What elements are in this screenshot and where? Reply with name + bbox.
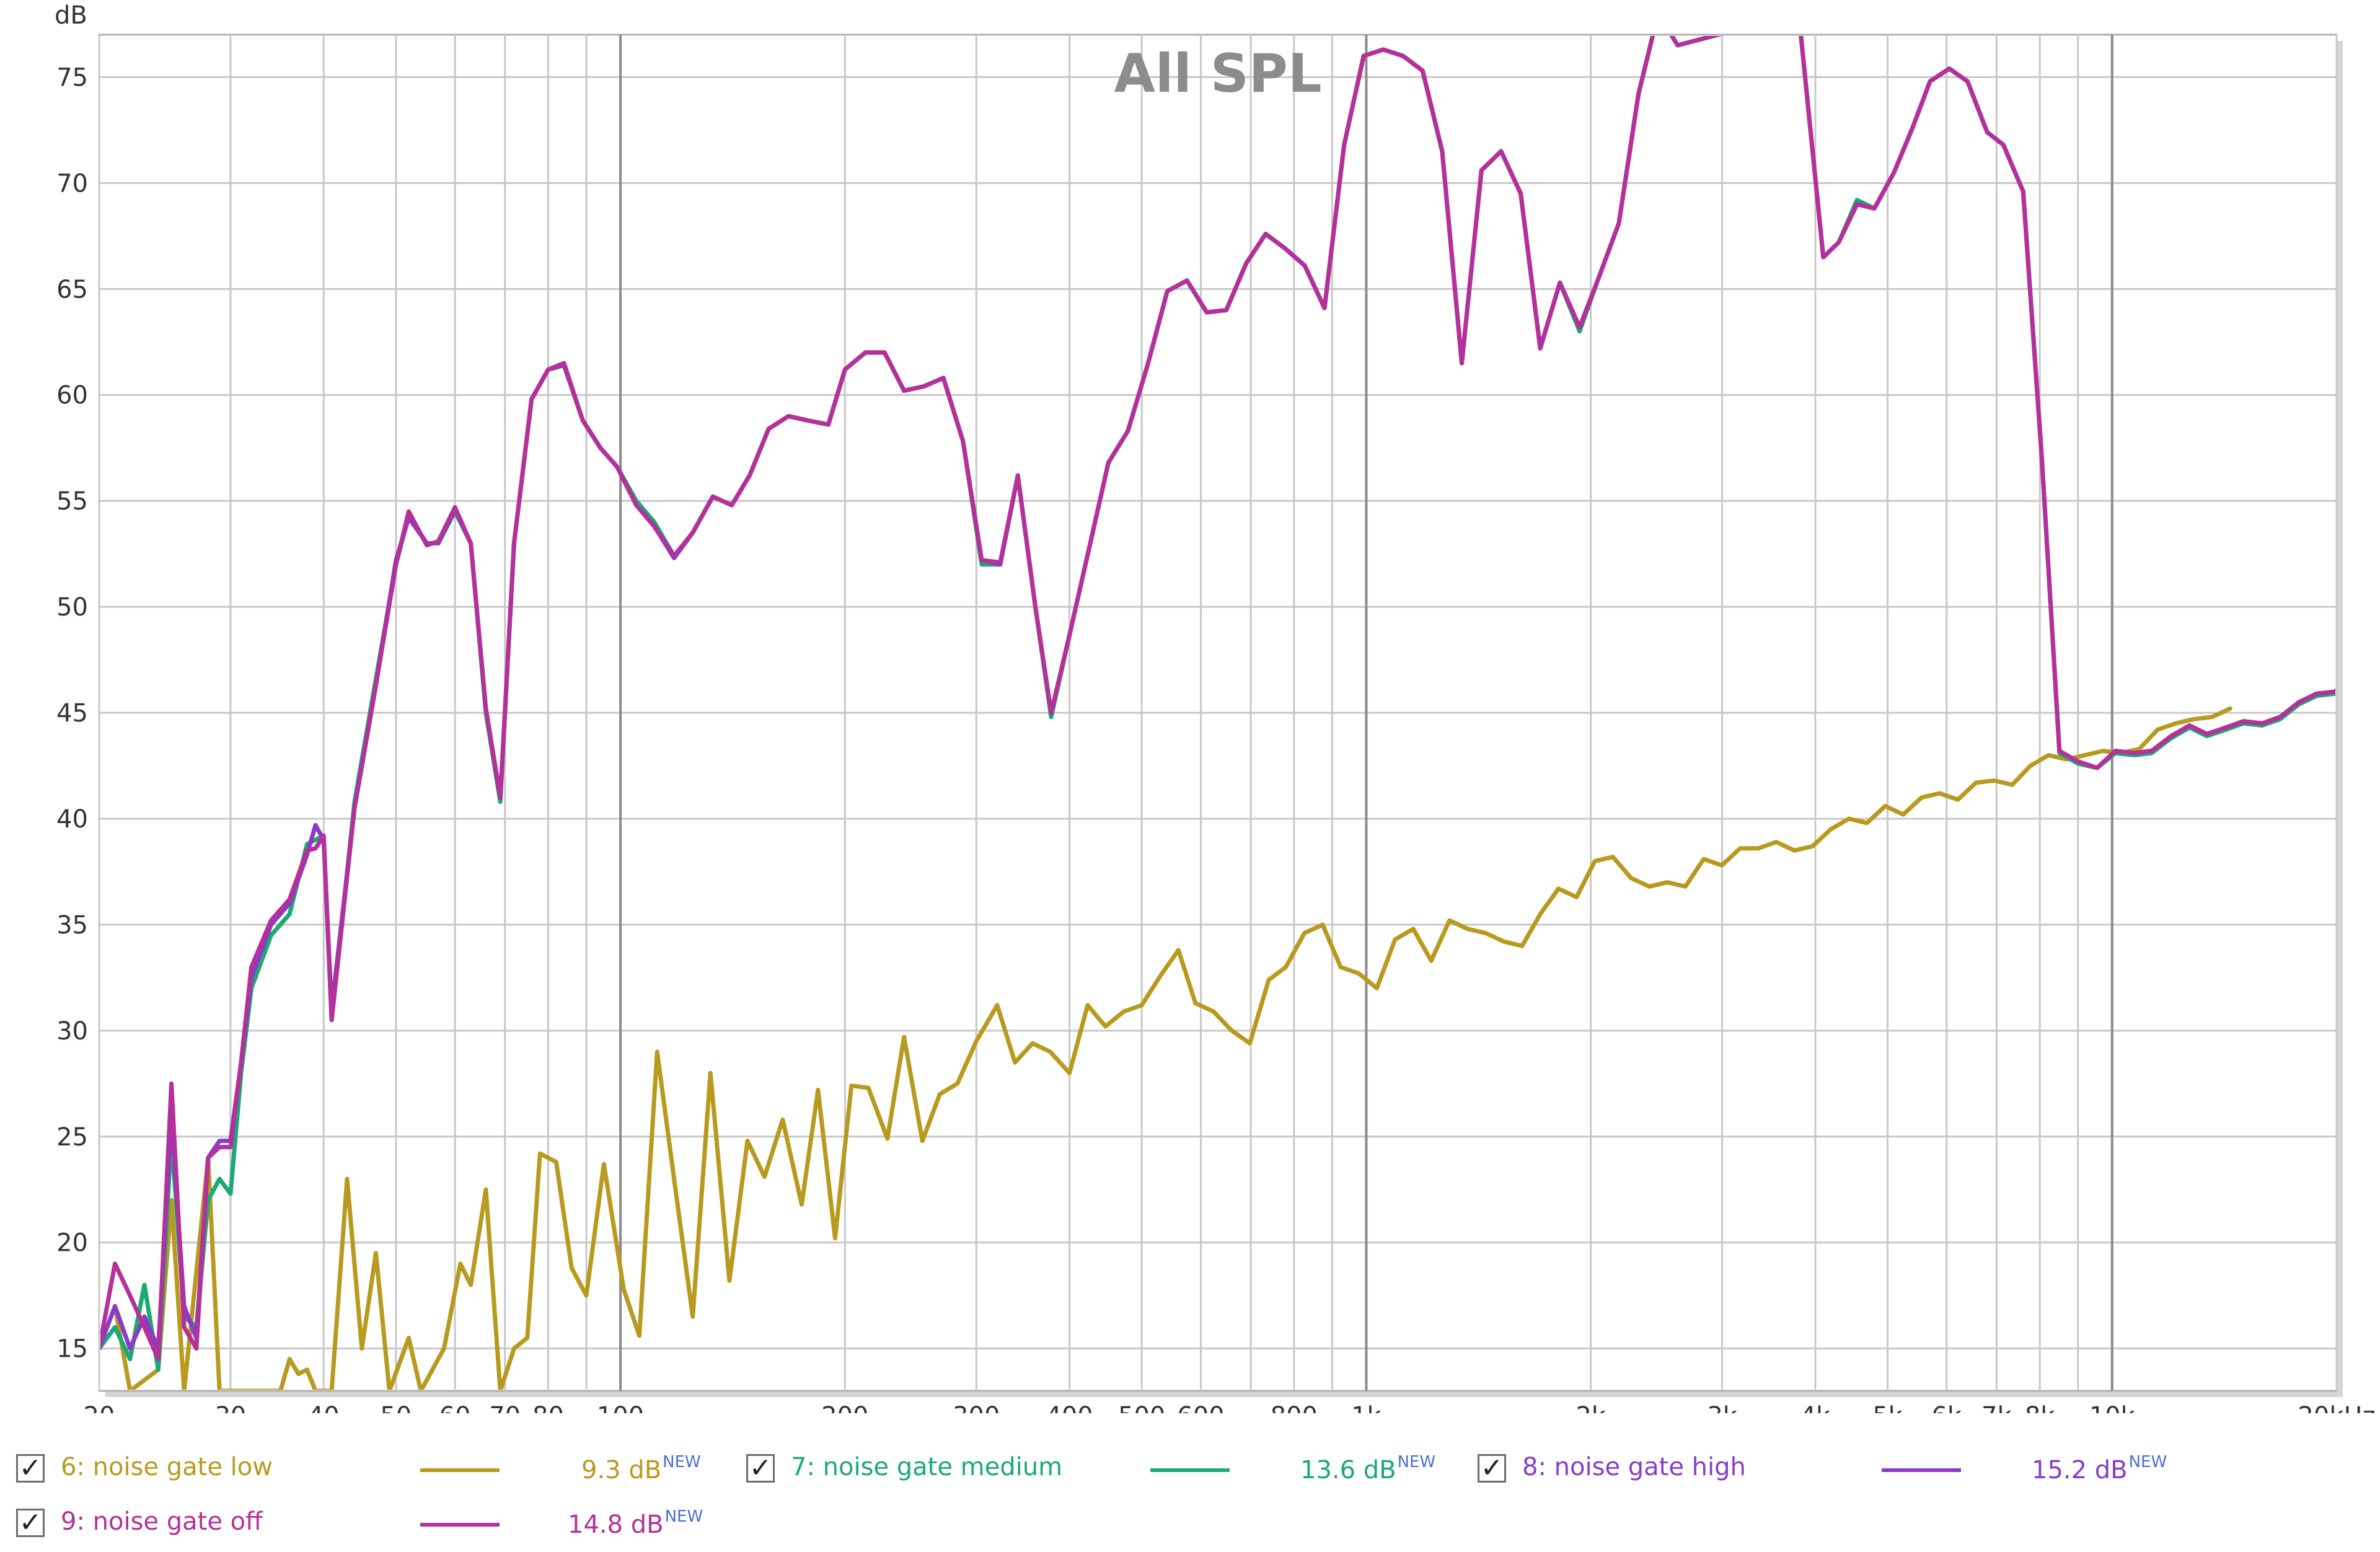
x-tick-label: 10k	[2089, 1402, 2136, 1413]
legend-value: 14.8 dBNEW	[568, 1507, 703, 1539]
legend-swatch	[420, 1468, 500, 1472]
new-badge: NEW	[664, 1507, 703, 1526]
x-tick-label: 80	[532, 1402, 564, 1413]
y-tick-label: 15	[56, 1335, 88, 1364]
grid	[98, 35, 2338, 1391]
x-tick-label: 2k	[1576, 1402, 1606, 1413]
y-tick-label: 25	[56, 1123, 88, 1152]
checkbox-noise-gate-off[interactable]: ✓	[16, 1509, 45, 1537]
x-axis-ticks: 20 30 40 50 60 70 80 100 200 300 400 500 600 800 1k 2k 3…	[84, 1402, 2376, 1413]
checkbox-noise-gate-low[interactable]: ✓	[16, 1454, 45, 1483]
x-tick-label: 5k	[1872, 1402, 1903, 1413]
x-tick-label: 50	[380, 1402, 412, 1413]
y-tick-label: 40	[56, 805, 88, 834]
x-tick-label: 40	[308, 1402, 340, 1413]
x-tick-label: 600	[1177, 1402, 1224, 1413]
x-tick-label: 20kHz	[2298, 1402, 2375, 1413]
series-line-9	[100, 36, 2335, 1362]
y-tick-label: 60	[56, 381, 88, 410]
x-tick-label: 4k	[1800, 1402, 1831, 1413]
legend-swatch	[1882, 1468, 1961, 1472]
x-tick-label: 400	[1046, 1402, 1093, 1413]
checkbox-noise-gate-high[interactable]: ✓	[1478, 1454, 1506, 1483]
y-tick-label: 50	[56, 593, 88, 622]
chart-title: All SPL	[1114, 43, 1321, 105]
legend-row-2: ✓ 9: noise gate off 14.8 dBNEW	[0, 1502, 2380, 1546]
y-tick-label: 70	[56, 169, 88, 198]
x-tick-label: 6k	[1931, 1402, 1962, 1413]
new-badge: NEW	[2128, 1453, 2167, 1471]
x-tick-label: 3k	[1707, 1402, 1737, 1413]
legend-value: 9.3 dBNEW	[581, 1453, 701, 1484]
y-tick-label: 45	[56, 699, 88, 728]
x-tick-label: 70	[489, 1402, 521, 1413]
y-tick-label: 55	[56, 487, 88, 516]
x-tick-label: 7k	[1981, 1402, 2012, 1413]
x-tick-label: 300	[953, 1402, 1000, 1413]
y-tick-label: 65	[56, 275, 88, 304]
x-tick-label: 20	[84, 1402, 115, 1413]
y-axis-label: dB	[55, 1, 87, 30]
new-badge: NEW	[663, 1453, 701, 1471]
x-tick-label: 200	[821, 1402, 868, 1413]
legend-value: 13.6 dBNEW	[1300, 1453, 1436, 1484]
spl-chart: 15 20 25 30 35 40 45 50 55 60 65 70 75 20 30 40 50 60 70 8…	[55, 1, 2376, 1413]
x-tick-label: 500	[1118, 1402, 1165, 1413]
legend-value: 15.2 dBNEW	[2032, 1453, 2167, 1484]
x-tick-label: 1k	[1351, 1402, 1382, 1413]
checkbox-noise-gate-medium[interactable]: ✓	[746, 1454, 775, 1483]
legend-label: 7: noise gate medium	[791, 1453, 1063, 1481]
x-tick-label: 30	[214, 1402, 246, 1413]
x-tick-label: 100	[597, 1402, 644, 1413]
x-tick-label: 60	[439, 1402, 471, 1413]
new-badge: NEW	[1397, 1453, 1436, 1471]
legend-row-1: ✓ 6: noise gate low 9.3 dBNEW ✓ 7: noise…	[0, 1448, 2380, 1491]
legend-label: 6: noise gate low	[61, 1453, 273, 1481]
y-tick-label: 35	[56, 911, 88, 940]
x-tick-label: 800	[1271, 1402, 1318, 1413]
x-tick-label: 8k	[2025, 1402, 2055, 1413]
series-group	[100, 36, 2335, 1390]
legend-label: 9: noise gate off	[61, 1507, 263, 1536]
legend-label: 8: noise gate high	[1522, 1453, 1746, 1481]
y-tick-label: 75	[56, 63, 88, 92]
series-line-6	[100, 706, 2232, 1390]
legend-swatch	[420, 1523, 500, 1527]
y-tick-label: 20	[56, 1229, 88, 1258]
y-axis-ticks: 15 20 25 30 35 40 45 50 55 60 65 70 75	[56, 63, 88, 1363]
legend-swatch	[1150, 1468, 1230, 1472]
y-tick-label: 30	[56, 1017, 88, 1046]
